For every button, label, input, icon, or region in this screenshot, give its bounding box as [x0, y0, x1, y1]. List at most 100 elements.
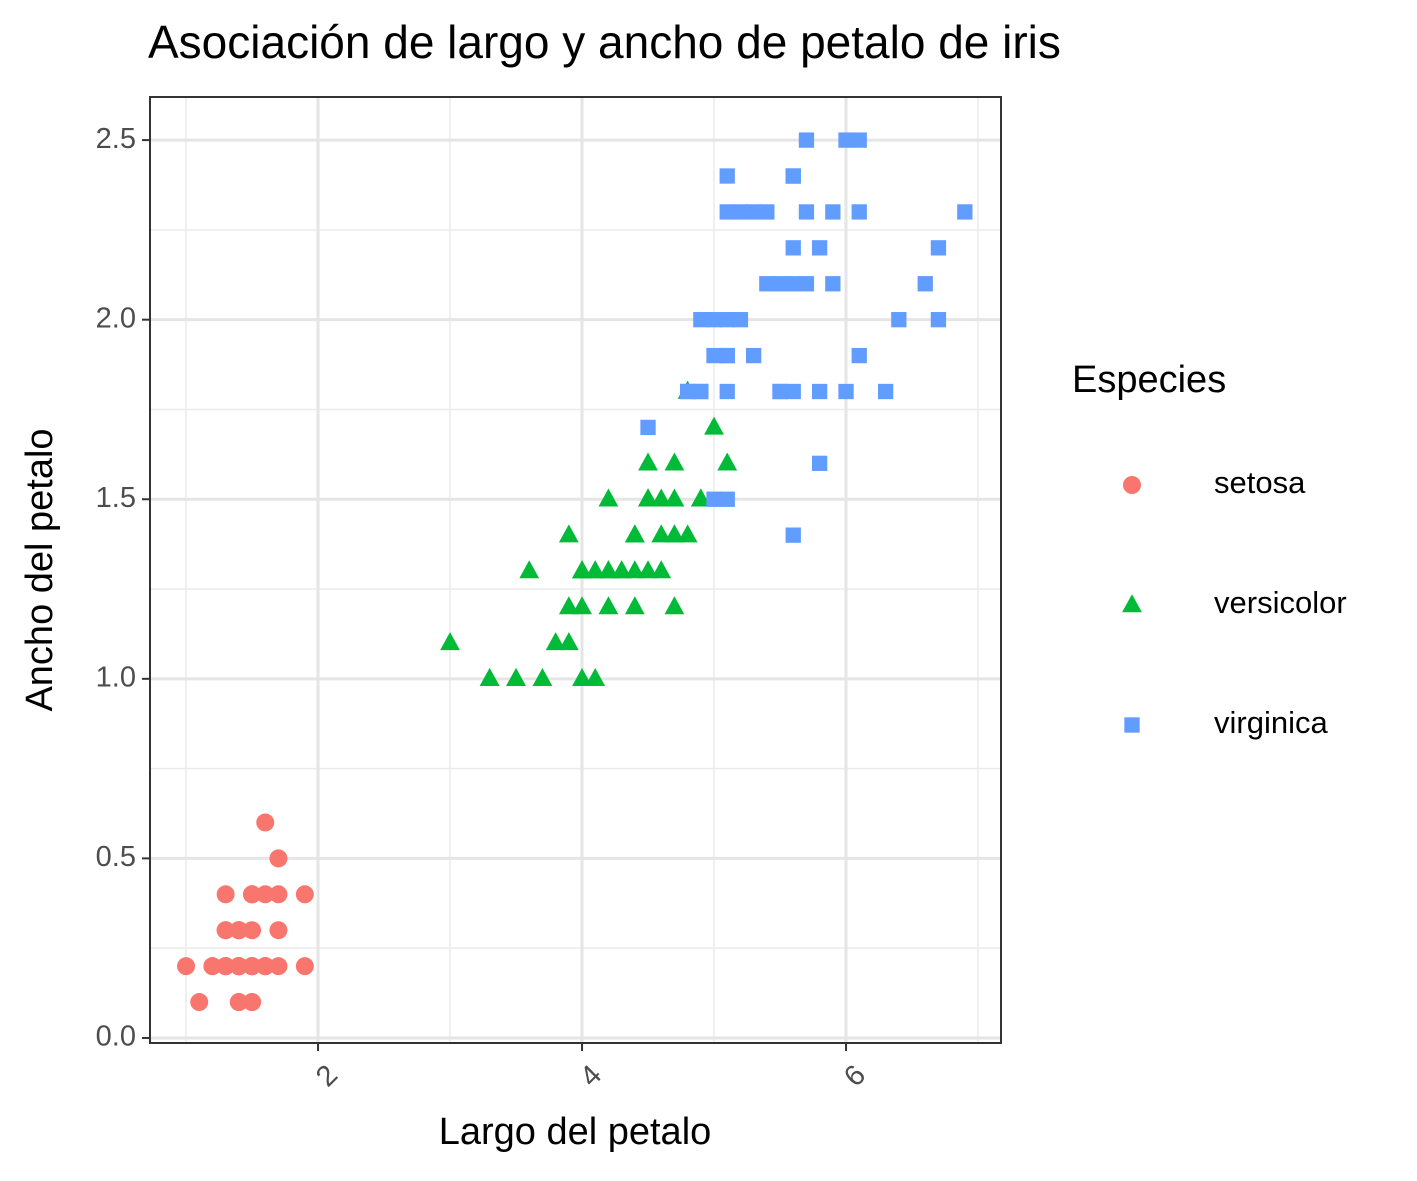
point [785, 276, 801, 292]
point [558, 596, 579, 615]
point [229, 993, 248, 1012]
point [957, 204, 973, 220]
point [811, 455, 828, 471]
point [664, 596, 685, 615]
point [440, 632, 460, 651]
point [891, 312, 907, 328]
legend-title: Especies [1072, 359, 1226, 401]
point [664, 452, 685, 471]
y-axis-title: Ancho del petalo [19, 428, 61, 711]
point [930, 240, 947, 256]
point [719, 204, 735, 220]
point [706, 347, 722, 364]
point [917, 276, 933, 292]
point [772, 383, 788, 400]
point [624, 560, 645, 579]
plot-background [150, 97, 1001, 1043]
point [690, 488, 711, 507]
y-tick-label: 1.0 [96, 661, 136, 693]
legend-key [1124, 717, 1140, 733]
point [717, 452, 738, 471]
point [664, 488, 685, 507]
point [519, 560, 540, 579]
point [558, 524, 579, 543]
point [638, 452, 658, 471]
point [732, 204, 749, 220]
y-tick-label: 0.0 [96, 1021, 136, 1053]
point [825, 204, 841, 220]
point [693, 312, 709, 328]
point [798, 204, 815, 220]
point [545, 632, 566, 651]
point [479, 668, 500, 687]
point [838, 132, 854, 148]
legend-key [1122, 594, 1142, 613]
point [772, 276, 788, 292]
point [203, 957, 222, 976]
point [719, 383, 735, 400]
point [229, 957, 248, 976]
legend-key [1123, 476, 1141, 494]
point [706, 312, 722, 328]
point [624, 524, 645, 543]
point [838, 383, 854, 400]
point [811, 240, 828, 256]
point [243, 957, 262, 976]
point [851, 347, 867, 364]
point [719, 347, 735, 364]
point [706, 491, 722, 507]
legend-label: setosa [1214, 465, 1306, 500]
point [638, 560, 658, 579]
point [243, 885, 262, 904]
point [651, 560, 672, 579]
y-tick-label: 0.5 [96, 841, 136, 873]
point [651, 524, 672, 543]
point [190, 993, 209, 1012]
point [624, 596, 645, 615]
point [798, 132, 815, 148]
point [295, 885, 314, 904]
point [269, 849, 288, 868]
point [811, 383, 828, 400]
point [269, 921, 288, 940]
point [269, 885, 288, 904]
point [677, 524, 698, 543]
point [229, 921, 248, 940]
point [759, 276, 775, 292]
point [719, 312, 735, 328]
point [598, 560, 619, 579]
point [719, 168, 735, 184]
point [785, 527, 801, 543]
point [693, 383, 709, 400]
point [243, 921, 262, 940]
point [851, 204, 867, 220]
point [679, 383, 696, 400]
point [877, 383, 894, 400]
point [785, 168, 801, 184]
point [216, 957, 235, 976]
legend-label: virginica [1214, 705, 1328, 740]
point [664, 524, 685, 543]
point [585, 668, 606, 687]
chart-title: Asociación de largo y ancho de petalo de… [148, 16, 1061, 68]
point [851, 132, 867, 148]
x-axis-title: Largo del petalo [439, 1111, 712, 1153]
point [732, 312, 749, 328]
point [640, 419, 656, 436]
point [572, 668, 592, 687]
point [745, 347, 762, 364]
y-tick-label: 2.0 [96, 302, 136, 334]
point [256, 885, 275, 904]
point [256, 957, 275, 976]
point [759, 204, 775, 220]
x-tick-label: 6 [838, 1059, 872, 1093]
point [638, 488, 658, 507]
point [598, 488, 619, 507]
point [745, 204, 762, 220]
point [785, 240, 801, 256]
point [719, 491, 735, 507]
point [651, 488, 672, 507]
point [825, 276, 841, 292]
point [243, 993, 262, 1012]
legend-label: versicolor [1214, 585, 1347, 620]
